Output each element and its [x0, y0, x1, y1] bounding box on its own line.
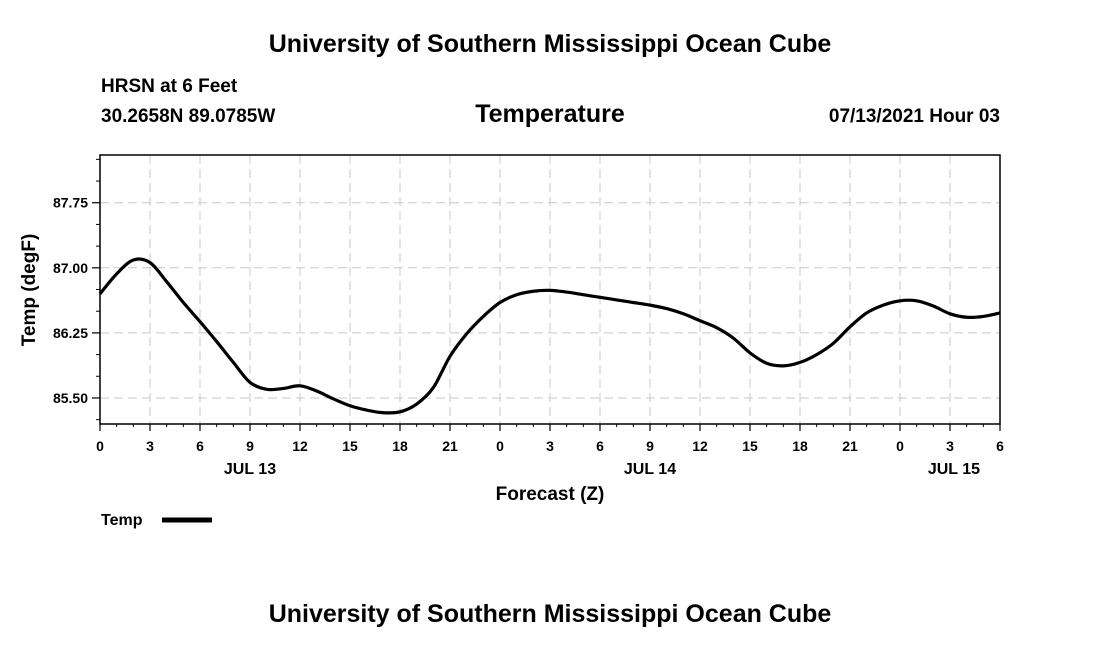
- line-layer: [98, 257, 1001, 415]
- x-tick-label: 3: [946, 438, 954, 454]
- y-tick-label: 87.75: [53, 195, 88, 211]
- series-line-temp: [98, 257, 1001, 415]
- x-tick-label: 6: [196, 438, 204, 454]
- x-tick-label: 18: [792, 438, 808, 454]
- y-tick-label: 87.00: [53, 260, 88, 276]
- top-title: University of Southern Mississippi Ocean…: [268, 30, 832, 58]
- x-tick-label: 6: [596, 438, 604, 454]
- label-layer: 0 3 6 9 12 15 18 21 0 3 6 9 12 15 18 21 0 3 6 JUL 13 JUL 14 J…: [53, 195, 1004, 478]
- x-tick-label: 3: [146, 438, 154, 454]
- chart-title: Temperature: [475, 100, 625, 128]
- x-tick-label: 15: [342, 438, 358, 454]
- x-tick-label: 12: [292, 438, 308, 454]
- bottom-title: University of Southern Mississippi Ocean…: [268, 600, 832, 628]
- x-tick-label: 9: [646, 438, 654, 454]
- x-tick-label: 21: [442, 438, 458, 454]
- x-tick-label: 0: [96, 438, 104, 454]
- legend-label: Temp: [101, 512, 143, 529]
- x-tick-label: 0: [496, 438, 504, 454]
- grid-layer: [100, 155, 1000, 424]
- x-tick-label: 21: [842, 438, 858, 454]
- coordinates-label: 30.2658N 89.0785W: [101, 106, 276, 127]
- x-tick-label: 12: [692, 438, 708, 454]
- x-tick-label: 15: [742, 438, 758, 454]
- x-tick-label: 0: [896, 438, 904, 454]
- plot-frame: [99, 154, 1001, 425]
- x-tick-label: 3: [546, 438, 554, 454]
- y-axis-title: Temp (degF): [19, 234, 40, 347]
- x-date-label: JUL 13: [224, 461, 276, 478]
- y-tick-label: 86.25: [53, 325, 88, 341]
- x-tick-label: 6: [996, 438, 1004, 454]
- x-date-label: JUL 15: [928, 461, 980, 478]
- y-tick-label: 85.50: [53, 390, 88, 406]
- x-tick-label: 9: [246, 438, 254, 454]
- x-tick-label: 18: [392, 438, 408, 454]
- x-date-label: JUL 14: [624, 461, 676, 478]
- tick-layer: [92, 158, 1001, 431]
- date-label: 07/13/2021 Hour 03: [828, 106, 1000, 127]
- x-axis-title: Forecast (Z): [496, 484, 605, 505]
- station-label: HRSN at 6 Feet: [101, 76, 238, 97]
